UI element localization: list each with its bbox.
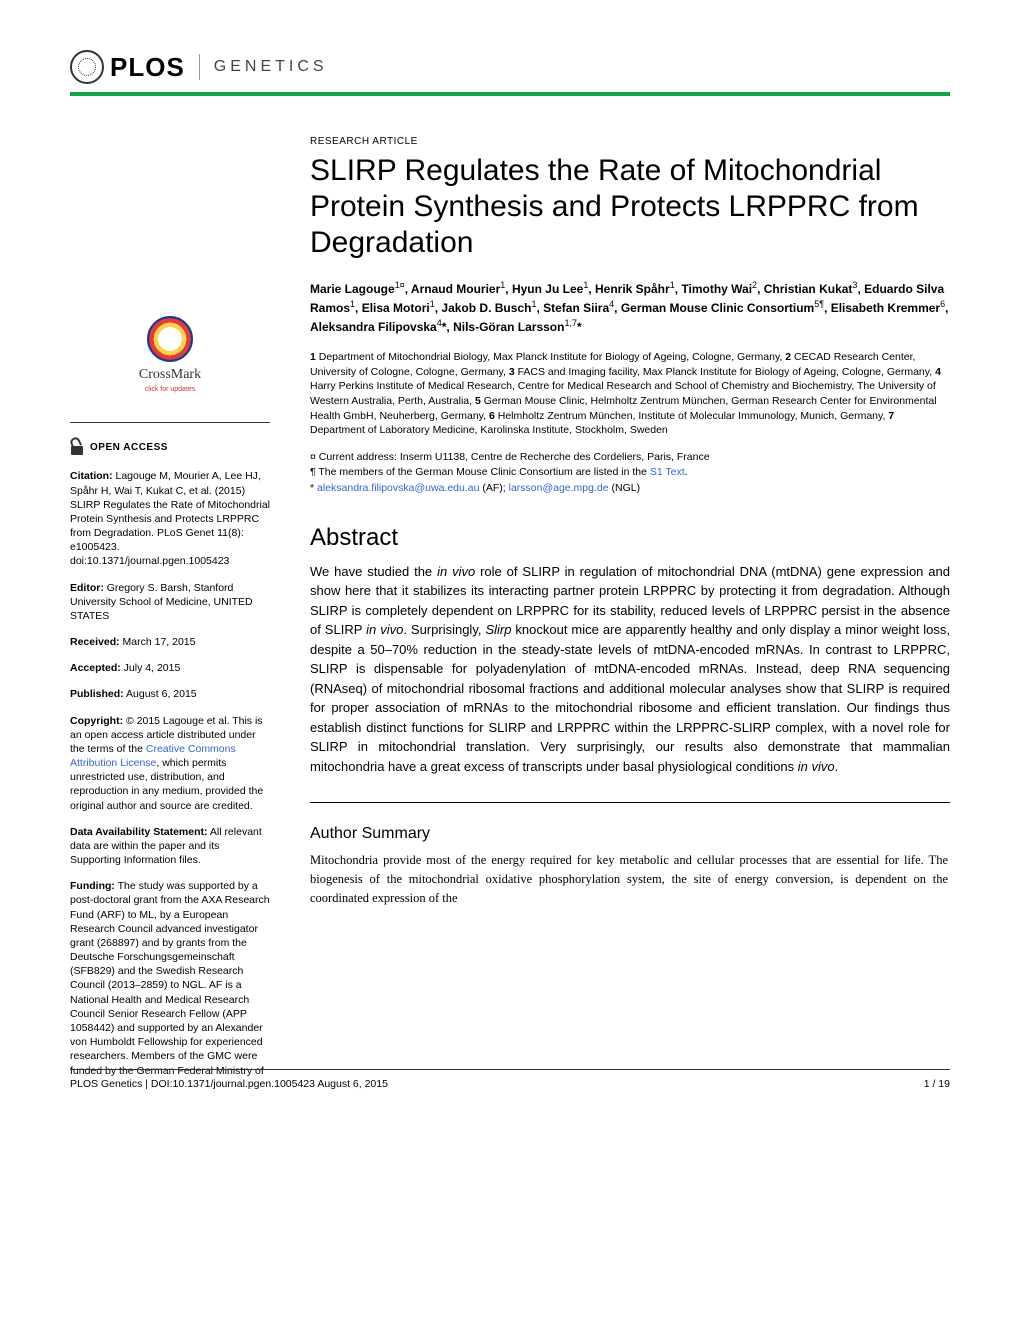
citation-block: Citation: Lagouge M, Mourier A, Lee HJ, … bbox=[70, 469, 270, 568]
citation-label: Citation: bbox=[70, 470, 113, 482]
data-availability-block: Data Availability Statement: All relevan… bbox=[70, 825, 270, 868]
crossmark-widget[interactable]: CrossMark click for updates bbox=[70, 316, 270, 394]
note-correspondence: * aleksandra.filipovska@uwa.edu.au (AF);… bbox=[310, 481, 950, 496]
summary-body: Mitochondria provide most of the energy … bbox=[310, 851, 950, 907]
crossmark-sublabel: click for updates bbox=[70, 385, 270, 394]
summary-rule bbox=[310, 802, 950, 803]
received-text: March 17, 2015 bbox=[120, 636, 196, 648]
abstract-heading: Abstract bbox=[310, 524, 950, 552]
crossmark-label: CrossMark bbox=[70, 366, 270, 385]
crossmark-icon bbox=[147, 316, 193, 362]
summary-heading: Author Summary bbox=[310, 825, 950, 843]
plos-logo: PLOS bbox=[70, 50, 185, 84]
corr-email-2[interactable]: larsson@age.mpg.de bbox=[509, 482, 609, 494]
publisher-name: PLOS bbox=[110, 52, 185, 83]
received-block: Received: March 17, 2015 bbox=[70, 635, 270, 649]
published-block: Published: August 6, 2015 bbox=[70, 687, 270, 701]
corr-email-1[interactable]: aleksandra.filipovska@uwa.edu.au bbox=[317, 482, 479, 494]
footer-left: PLOS Genetics | DOI:10.1371/journal.pgen… bbox=[70, 1078, 388, 1090]
article-type: RESEARCH ARTICLE bbox=[310, 136, 950, 147]
note-consortium: ¶ The members of the German Mouse Clinic… bbox=[310, 465, 950, 480]
journal-name: GENETICS bbox=[214, 58, 328, 76]
author-summary-box: Author Summary Mitochondria provide most… bbox=[310, 802, 950, 907]
author-list: Marie Lagouge1¤, Arnaud Mourier1, Hyun J… bbox=[310, 279, 950, 336]
published-text: August 6, 2015 bbox=[124, 688, 197, 700]
data-label: Data Availability Statement: bbox=[70, 826, 208, 838]
article-title: SLIRP Regulates the Rate of Mitochondria… bbox=[310, 153, 950, 261]
citation-text: Lagouge M, Mourier A, Lee HJ, Spåhr H, W… bbox=[70, 470, 270, 567]
published-label: Published: bbox=[70, 688, 124, 700]
divider bbox=[199, 54, 200, 80]
sidebar-divider bbox=[70, 422, 270, 423]
note-current-address: ¤ Current address: Inserm U1138, Centre … bbox=[310, 450, 950, 465]
article-content: RESEARCH ARTICLE SLIRP Regulates the Rat… bbox=[310, 136, 950, 1090]
affiliations: 1 Department of Mitochondrial Biology, M… bbox=[310, 350, 950, 438]
funding-label: Funding: bbox=[70, 880, 115, 892]
abstract-body: We have studied the in vivo role of SLIR… bbox=[310, 562, 950, 777]
copyright-label: Copyright: bbox=[70, 715, 123, 727]
open-access-badge: OPEN ACCESS bbox=[70, 439, 270, 455]
copyright-block: Copyright: © 2015 Lagouge et al. This is… bbox=[70, 714, 270, 813]
plos-logo-icon bbox=[70, 50, 104, 84]
footer-page-number: 1 / 19 bbox=[924, 1078, 950, 1090]
open-access-label: OPEN ACCESS bbox=[90, 441, 168, 455]
s1-text-link[interactable]: S1 Text bbox=[650, 466, 685, 478]
open-lock-icon bbox=[70, 439, 84, 455]
editor-block: Editor: Gregory S. Barsh, Stanford Unive… bbox=[70, 581, 270, 624]
accepted-label: Accepted: bbox=[70, 662, 121, 674]
editor-label: Editor: bbox=[70, 582, 104, 594]
received-label: Received: bbox=[70, 636, 120, 648]
accent-bar bbox=[70, 92, 950, 96]
funding-text: The study was supported by a post-doctor… bbox=[70, 880, 270, 1076]
journal-header: PLOS GENETICS bbox=[70, 50, 950, 84]
sidebar: CrossMark click for updates OPEN ACCESS … bbox=[70, 136, 270, 1090]
funding-block: Funding: The study was supported by a po… bbox=[70, 879, 270, 1077]
author-notes: ¤ Current address: Inserm U1138, Centre … bbox=[310, 450, 950, 496]
accepted-text: July 4, 2015 bbox=[121, 662, 181, 674]
accepted-block: Accepted: July 4, 2015 bbox=[70, 661, 270, 675]
page-footer: PLOS Genetics | DOI:10.1371/journal.pgen… bbox=[70, 1069, 950, 1090]
